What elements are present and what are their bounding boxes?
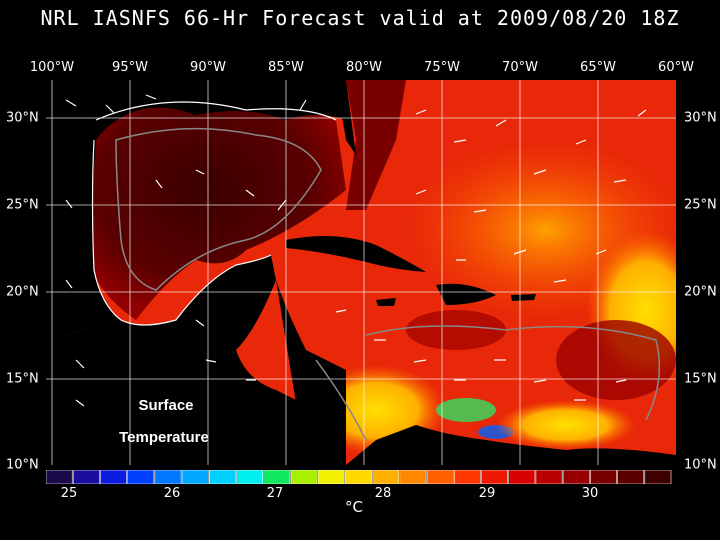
yellow-patch [496, 400, 636, 450]
map-title: NRL IASNFS 66-Hr Forecast valid at 2009/… [40, 6, 680, 30]
coastline [91, 139, 272, 326]
lon-label: 80°W [346, 60, 382, 75]
colorbar-swatch [154, 470, 182, 484]
land-hispaniola [436, 283, 496, 305]
land-puerto-rico [511, 294, 536, 301]
colorbar-tick-label: 26 [163, 486, 181, 501]
colorbar-swatch [590, 470, 617, 484]
colorbar-swatch [317, 470, 345, 484]
lon-label: 95°W [112, 60, 148, 75]
colorbar-swatch [562, 470, 590, 484]
colorbar-swatch [181, 470, 209, 484]
lon-label: 65°W [580, 60, 616, 75]
colorbar-swatch [426, 470, 454, 484]
lat-label-right: 25°N [684, 197, 717, 213]
land-south-america [346, 425, 676, 465]
colorbar-swatch [481, 470, 509, 484]
colorbar-tick-label: 27 [266, 486, 284, 501]
colorbar-swatch [209, 470, 236, 484]
lon-label: 70°W [502, 60, 538, 75]
lon-label: 100°W [29, 60, 75, 75]
colorbar-swatch [236, 470, 264, 484]
colorbar-tick-label: 29 [478, 486, 496, 501]
temperature-map: Surface Temperature [46, 80, 676, 465]
map-label-surface: Surface [138, 397, 193, 414]
cool-upwelling [436, 398, 496, 422]
depth-contour [315, 359, 367, 441]
land-mexico [46, 255, 316, 465]
depth-contour [115, 127, 322, 291]
colorbar-unit: °C [345, 498, 363, 516]
land-jamaica [376, 298, 396, 306]
lat-label-right: 10°N [684, 457, 717, 473]
colorbar-tick-label: 30 [581, 486, 599, 501]
colorbar-swatch [263, 470, 291, 484]
lat-label-left: 25°N [6, 197, 39, 213]
lat-label-left: 30°N [6, 110, 39, 126]
land-florida [336, 80, 356, 155]
colorbar [46, 470, 672, 484]
lon-label: 60°W [658, 60, 694, 75]
land-central-america [276, 280, 346, 465]
lat-label-right: 20°N [684, 284, 717, 300]
caribbean-dark [406, 310, 506, 350]
colorbar-swatch [617, 470, 645, 484]
map-label-temperature: Temperature [119, 429, 209, 446]
colorbar-tick-label: 28 [374, 486, 392, 501]
lon-label: 90°W [190, 60, 226, 75]
lat-label-left: 15°N [6, 371, 39, 387]
colorbar-swatch [72, 470, 100, 484]
colorbar-swatch [453, 470, 481, 484]
colorbar-swatch [508, 470, 536, 484]
lat-label-left: 20°N [6, 284, 39, 300]
depth-contour [365, 325, 661, 421]
colorbar-swatch [100, 470, 127, 484]
colorbar-swatch [127, 470, 155, 484]
colorbar-tick-label: 25 [60, 486, 78, 501]
lat-label-right: 30°N [684, 110, 717, 126]
colorbar-swatch [46, 470, 73, 484]
colorbar-swatch [644, 470, 672, 484]
coastline [95, 101, 337, 121]
colorbar-swatch [345, 470, 372, 484]
gulf-of-mexico [89, 102, 347, 320]
colorbar-swatch [372, 470, 400, 484]
colorbar-swatch [399, 470, 427, 484]
gulf-stream [346, 80, 406, 210]
caribbean-dark [556, 320, 676, 400]
lat-label-left: 10°N [6, 457, 39, 473]
lat-label-right: 15°N [684, 371, 717, 387]
land-cuba [286, 236, 426, 272]
lon-label: 85°W [268, 60, 304, 75]
lon-label: 75°W [424, 60, 460, 75]
colorbar-swatch [535, 470, 563, 484]
colorbar-swatch [290, 470, 318, 484]
